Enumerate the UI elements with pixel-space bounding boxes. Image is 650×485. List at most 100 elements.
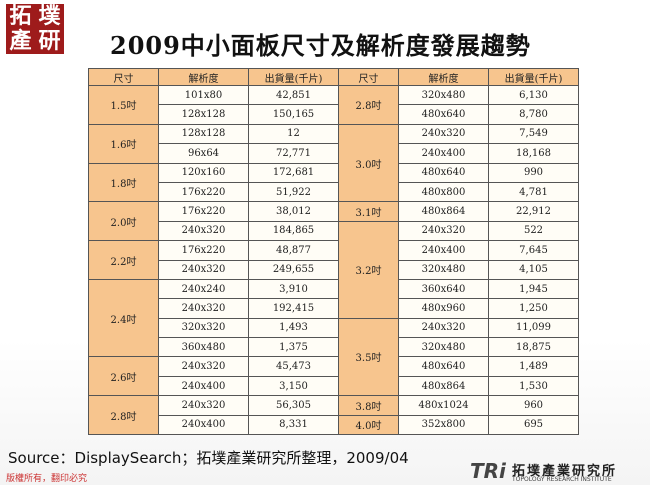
shipment-cell: 249,655 xyxy=(248,259,339,280)
resolution-cell: 320x320 xyxy=(158,317,249,339)
shipment-cell: 150,165 xyxy=(248,104,339,125)
header-cell: 解析度 xyxy=(398,68,489,86)
size-cell: 1.6吋 xyxy=(88,123,159,164)
resolution-cell: 480x960 xyxy=(398,298,489,319)
table-row: 240x400 8,331 4.0吋 352x800 695 xyxy=(89,414,579,436)
table-row: 1.8吋 120x160 172,681 480x640 990 xyxy=(88,162,579,203)
size-cell: 2.4吋 xyxy=(88,278,159,358)
shipment-cell: 38,012 xyxy=(248,201,339,222)
resolution-cell: 240x320 xyxy=(158,259,249,280)
logo-char: 墣 xyxy=(38,4,61,29)
brand-english: TOPOLOGY RESEARCH INSTITUTE xyxy=(512,476,612,483)
shipment-cell: 4,781 xyxy=(488,181,579,203)
header-cell: 尺寸 xyxy=(338,68,399,86)
shipment-cell: 8,331 xyxy=(248,414,339,436)
resolution-cell: 96x64 xyxy=(158,143,249,164)
resolution-cell: 360x640 xyxy=(398,278,489,300)
shipment-cell: 8,780 xyxy=(488,104,579,125)
shipment-cell: 1,945 xyxy=(488,278,579,300)
logo-char: 產 xyxy=(9,29,32,54)
size-cell: 1.8吋 xyxy=(88,162,159,203)
resolution-cell: 240x320 xyxy=(398,317,489,339)
shipment-cell: 1,489 xyxy=(488,356,579,377)
table-row: 320x320 1,493 3.5吋 240x320 11,099 xyxy=(89,317,579,397)
shipment-cell: 1,250 xyxy=(488,298,579,319)
table-row: 2.2吋 176x220 48,877 240x400 7,645 xyxy=(88,240,579,280)
header-cell: 尺寸 xyxy=(88,68,159,86)
shipment-cell: 3,150 xyxy=(248,375,339,397)
resolution-cell: 240x320 xyxy=(398,123,489,145)
shipment-cell: 51,922 xyxy=(248,181,339,203)
resolution-cell: 101x80 xyxy=(158,84,249,106)
shipment-cell: 12 xyxy=(248,123,339,145)
logo: 拓 墣 產 研 xyxy=(6,4,64,54)
shipment-cell: 1,493 xyxy=(248,317,339,339)
table-row: 360x480 1,375 320x480 18,875 xyxy=(89,337,579,358)
resolution-cell: 240x320 xyxy=(158,356,249,377)
shipment-cell: 11,099 xyxy=(488,317,579,339)
shipment-cell: 6,130 xyxy=(488,84,579,106)
table-row: 240x320 184,865 3.2吋 240x320 522 xyxy=(89,220,579,319)
resolution-cell: 240x400 xyxy=(158,375,249,397)
resolution-cell: 240x400 xyxy=(398,240,489,261)
table-row: 240x320 249,655 320x480 4,105 xyxy=(89,259,579,280)
shipment-cell: 172,681 xyxy=(248,162,339,183)
resolution-cell: 176x220 xyxy=(158,201,249,222)
header-cell: 出貨量(千片) xyxy=(248,68,339,86)
size-cell: 3.0吋 xyxy=(338,123,399,203)
size-cell: 1.5吋 xyxy=(88,85,159,125)
shipment-cell: 7,645 xyxy=(488,240,579,261)
shipment-cell: 522 xyxy=(488,220,579,242)
table-row: 2.8吋 240x320 56,305 3.8吋 480x1024 960 xyxy=(88,395,579,436)
resolution-cell: 320x480 xyxy=(398,84,489,106)
resolution-cell: 240x400 xyxy=(398,143,489,164)
table-row: 96x64 72,771 240x400 18,168 xyxy=(89,143,579,164)
resolution-cell: 128x128 xyxy=(158,123,249,145)
table-row: 240x320 192,415 480x960 1,250 xyxy=(89,298,579,319)
header-cell: 出貨量(千片) xyxy=(488,68,579,86)
resolution-cell: 480x864 xyxy=(398,375,489,397)
resolution-cell: 120x160 xyxy=(158,162,249,183)
resolution-cell: 240x320 xyxy=(158,395,249,416)
shipment-cell: 22,912 xyxy=(488,201,579,222)
size-cell: 3.8吋 xyxy=(338,395,399,416)
shipment-cell: 56,305 xyxy=(248,395,339,416)
logo-char: 拓 xyxy=(9,4,32,29)
table-row: 176x220 51,922 480x800 4,781 xyxy=(89,181,579,203)
brand-name: 拓墣產業研究所 xyxy=(512,464,618,479)
size-cell: 3.2吋 xyxy=(338,220,399,319)
resolution-cell: 480x640 xyxy=(398,162,489,183)
resolution-cell: 240x320 xyxy=(158,220,249,242)
resolution-cell: 240x320 xyxy=(158,298,249,319)
table-row: 2.0吋 176x220 38,012 3.1吋 480x864 22,912 xyxy=(88,201,579,242)
resolution-cell: 240x320 xyxy=(398,220,489,242)
shipment-cell: 72,771 xyxy=(248,143,339,164)
logo-char: 研 xyxy=(38,29,61,54)
resolution-cell: 320x480 xyxy=(398,337,489,358)
shipment-cell: 48,877 xyxy=(248,240,339,261)
shipment-cell: 45,473 xyxy=(248,356,339,377)
resolution-cell: 176x220 xyxy=(158,181,249,203)
table: 尺寸 解析度 出貨量(千片) 尺寸 解析度 出貨量(千片) 1.5吋 101x80 42,851… xyxy=(88,68,579,436)
copyright: 版權所有，翻印必究 xyxy=(6,474,88,484)
size-cell: 4.0吋 xyxy=(338,414,399,436)
size-cell: 2.8吋 xyxy=(88,395,159,436)
shipment-cell: 1,530 xyxy=(488,375,579,397)
size-cell: 2.8吋 xyxy=(338,85,399,125)
table-row: 240x400 3,150 480x864 1,530 xyxy=(89,375,579,397)
shipment-cell: 3,910 xyxy=(248,278,339,300)
size-cell: 3.5吋 xyxy=(338,317,399,397)
table-row: 2.4吋 240x240 3,910 360x640 1,945 xyxy=(88,278,579,358)
resolution-cell: 480x800 xyxy=(398,181,489,203)
shipment-cell: 42,851 xyxy=(248,84,339,106)
brand-mark: TRi xyxy=(470,459,506,483)
source: Source：DisplaySearch；拓墣產業研究所整理，2009/04 xyxy=(8,449,409,467)
shipment-cell: 960 xyxy=(488,395,579,416)
title: 2009中小面板尺寸及解析度發展趨勢 xyxy=(110,31,531,60)
shipment-cell: 192,415 xyxy=(248,298,339,319)
header-row: 尺寸 解析度 出貨量(千片) 尺寸 解析度 出貨量(千片) xyxy=(88,68,579,86)
resolution-cell: 240x240 xyxy=(158,278,249,300)
resolution-cell: 128x128 xyxy=(158,104,249,125)
shipment-cell: 1,375 xyxy=(248,337,339,358)
